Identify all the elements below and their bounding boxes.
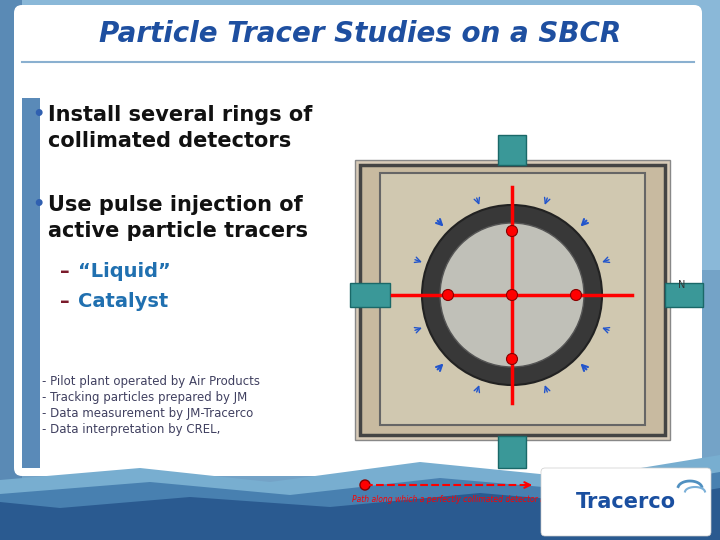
Text: Tracerco: Tracerco [576,492,676,512]
Polygon shape [0,455,720,540]
Text: - Data interpretation by CREL,: - Data interpretation by CREL, [42,423,220,436]
Circle shape [570,289,582,300]
Text: •: • [32,195,44,214]
FancyBboxPatch shape [0,0,22,540]
FancyBboxPatch shape [0,270,720,540]
FancyBboxPatch shape [350,283,390,307]
Text: Use pulse injection of
active particle tracers: Use pulse injection of active particle t… [48,195,308,241]
Text: “Liquid”: “Liquid” [78,262,171,281]
FancyBboxPatch shape [665,283,703,307]
FancyBboxPatch shape [498,135,526,165]
FancyBboxPatch shape [355,160,670,440]
Circle shape [506,226,518,237]
Text: - Tracking particles prepared by JM: - Tracking particles prepared by JM [42,391,247,404]
Text: –: – [60,262,70,281]
Text: •: • [32,105,44,124]
FancyBboxPatch shape [360,165,665,435]
Polygon shape [0,472,720,540]
Text: Catalyst: Catalyst [78,292,168,311]
Circle shape [440,223,584,367]
FancyBboxPatch shape [22,98,40,468]
FancyBboxPatch shape [541,468,711,536]
FancyBboxPatch shape [14,5,702,476]
Text: Path along which a perfectly collimated detector receives radiation: Path along which a perfectly collimated … [351,495,608,504]
Text: Install several rings of
collimated detectors: Install several rings of collimated dete… [48,105,312,151]
FancyBboxPatch shape [498,436,526,468]
Text: - Pilot plant operated by Air Products: - Pilot plant operated by Air Products [42,375,260,388]
Text: Particle Tracer Studies on a SBCR: Particle Tracer Studies on a SBCR [99,20,621,48]
Circle shape [506,354,518,364]
Circle shape [360,480,370,490]
Text: –: – [60,292,70,311]
Text: - Data measurement by JM-Tracerco: - Data measurement by JM-Tracerco [42,407,253,420]
Polygon shape [0,488,720,540]
Circle shape [422,205,602,385]
Circle shape [506,289,518,300]
Text: N: N [678,280,685,290]
FancyBboxPatch shape [380,173,645,425]
Circle shape [443,289,454,300]
